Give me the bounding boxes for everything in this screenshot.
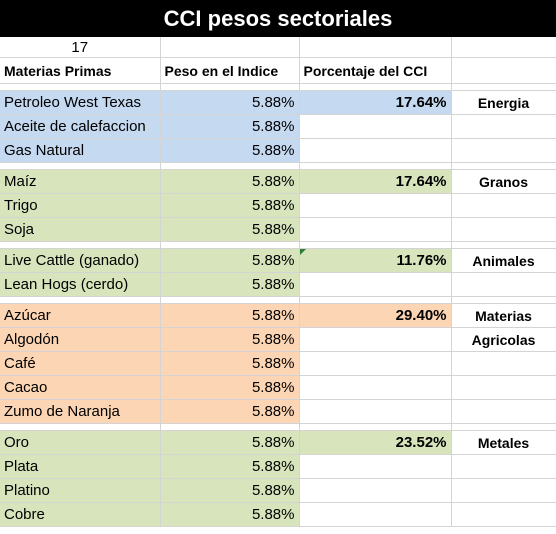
empty-cell[interactable]: [299, 37, 452, 58]
empty-cell[interactable]: [451, 37, 556, 58]
category-label[interactable]: Metales: [451, 430, 556, 455]
table-row: Café 5.88%: [0, 351, 556, 376]
empty-cell[interactable]: [299, 217, 452, 242]
commodity-name[interactable]: Cobre: [0, 502, 161, 527]
empty-cell[interactable]: [299, 375, 452, 400]
table-row: Aceite de calefaccion 5.88%: [0, 114, 556, 139]
empty-cell[interactable]: [451, 399, 556, 424]
sheet-title: CCI pesos sectoriales: [0, 0, 556, 37]
commodity-name[interactable]: Soja: [0, 217, 161, 242]
percent-cell[interactable]: 17.64%: [299, 169, 452, 194]
commodity-name[interactable]: Live Cattle (ganado): [0, 248, 161, 273]
weight-cell[interactable]: 5.88%: [160, 138, 300, 163]
empty-cell[interactable]: [451, 217, 556, 242]
commodity-name[interactable]: Aceite de calefaccion: [0, 114, 161, 139]
empty-cell[interactable]: [451, 351, 556, 376]
weight-cell[interactable]: 5.88%: [160, 90, 300, 115]
weight-cell[interactable]: 5.88%: [160, 502, 300, 527]
count-row: 17: [0, 37, 556, 58]
empty-cell[interactable]: [299, 399, 452, 424]
header-peso[interactable]: Peso en el Indice: [160, 57, 300, 84]
weight-cell[interactable]: 5.88%: [160, 217, 300, 242]
weight-cell[interactable]: 5.88%: [160, 478, 300, 503]
commodity-name[interactable]: Azúcar: [0, 303, 161, 328]
weight-cell[interactable]: 5.88%: [160, 169, 300, 194]
commodity-name[interactable]: Oro: [0, 430, 161, 455]
table-row: Cacao 5.88%: [0, 375, 556, 400]
weight-cell[interactable]: 5.88%: [160, 399, 300, 424]
weight-cell[interactable]: 5.88%: [160, 351, 300, 376]
table-row: Live Cattle (ganado) 5.88% 11.76% Animal…: [0, 248, 556, 273]
commodity-name[interactable]: Algodón: [0, 327, 161, 352]
category-label[interactable]: Agricolas: [451, 327, 556, 352]
table-row: Zumo de Naranja 5.88%: [0, 399, 556, 424]
weight-cell[interactable]: 5.88%: [160, 327, 300, 352]
commodity-name[interactable]: Petroleo West Texas: [0, 90, 161, 115]
commodity-name[interactable]: Cacao: [0, 375, 161, 400]
commodity-name[interactable]: Platino: [0, 478, 161, 503]
table-row: Gas Natural 5.88%: [0, 138, 556, 163]
category-label[interactable]: Animales: [451, 248, 556, 273]
commodity-name[interactable]: Plata: [0, 454, 161, 479]
weight-cell[interactable]: 5.88%: [160, 375, 300, 400]
empty-cell[interactable]: [451, 478, 556, 503]
weight-cell[interactable]: 5.88%: [160, 454, 300, 479]
header-row: Materias Primas Peso en el Indice Porcen…: [0, 57, 556, 84]
commodity-name[interactable]: Gas Natural: [0, 138, 161, 163]
count-cell[interactable]: 17: [0, 37, 161, 58]
empty-cell[interactable]: [299, 478, 452, 503]
empty-cell[interactable]: [451, 114, 556, 139]
table-row: Trigo 5.88%: [0, 193, 556, 218]
table-row: Soja 5.88%: [0, 217, 556, 242]
category-label[interactable]: Energia: [451, 90, 556, 115]
commodity-name[interactable]: Maíz: [0, 169, 161, 194]
table-row: Maíz 5.88% 17.64% Granos: [0, 169, 556, 194]
percent-cell[interactable]: 11.76%: [299, 248, 452, 273]
table-row: Platino 5.88%: [0, 478, 556, 503]
empty-cell[interactable]: [299, 454, 452, 479]
percent-cell[interactable]: 17.64%: [299, 90, 452, 115]
empty-cell[interactable]: [299, 138, 452, 163]
empty-cell[interactable]: [299, 327, 452, 352]
empty-cell[interactable]: [299, 193, 452, 218]
weight-cell[interactable]: 5.88%: [160, 193, 300, 218]
empty-cell[interactable]: [451, 454, 556, 479]
empty-cell[interactable]: [451, 272, 556, 297]
weight-cell[interactable]: 5.88%: [160, 248, 300, 273]
empty-cell[interactable]: [299, 272, 452, 297]
empty-cell[interactable]: [451, 502, 556, 527]
table-row: Algodón 5.88% Agricolas: [0, 327, 556, 352]
commodity-name[interactable]: Trigo: [0, 193, 161, 218]
header-materias[interactable]: Materias Primas: [0, 57, 161, 84]
category-label[interactable]: Granos: [451, 169, 556, 194]
weight-cell[interactable]: 5.88%: [160, 114, 300, 139]
table-row: Lean Hogs (cerdo) 5.88%: [0, 272, 556, 297]
empty-cell[interactable]: [160, 37, 300, 58]
empty-cell[interactable]: [451, 57, 556, 84]
table-row: Petroleo West Texas 5.88% 17.64% Energia: [0, 90, 556, 115]
table-row: Azúcar 5.88% 29.40% Materias: [0, 303, 556, 328]
weight-cell[interactable]: 5.88%: [160, 430, 300, 455]
table-row: Oro 5.88% 23.52% Metales: [0, 430, 556, 455]
empty-cell[interactable]: [299, 114, 452, 139]
percent-cell[interactable]: 23.52%: [299, 430, 452, 455]
commodity-name[interactable]: Café: [0, 351, 161, 376]
table-row: Cobre 5.88%: [0, 502, 556, 527]
empty-cell[interactable]: [451, 138, 556, 163]
table-row: Plata 5.88%: [0, 454, 556, 479]
percent-cell[interactable]: 29.40%: [299, 303, 452, 328]
empty-cell[interactable]: [451, 193, 556, 218]
weight-cell[interactable]: 5.88%: [160, 303, 300, 328]
empty-cell[interactable]: [299, 502, 452, 527]
commodity-name[interactable]: Zumo de Naranja: [0, 399, 161, 424]
weight-cell[interactable]: 5.88%: [160, 272, 300, 297]
header-porcentaje[interactable]: Porcentaje del CCI: [299, 57, 452, 84]
empty-cell[interactable]: [451, 375, 556, 400]
weights-table: 17 Materias Primas Peso en el Indice Por…: [0, 37, 556, 527]
category-label[interactable]: Materias: [451, 303, 556, 328]
empty-cell[interactable]: [299, 351, 452, 376]
commodity-name[interactable]: Lean Hogs (cerdo): [0, 272, 161, 297]
